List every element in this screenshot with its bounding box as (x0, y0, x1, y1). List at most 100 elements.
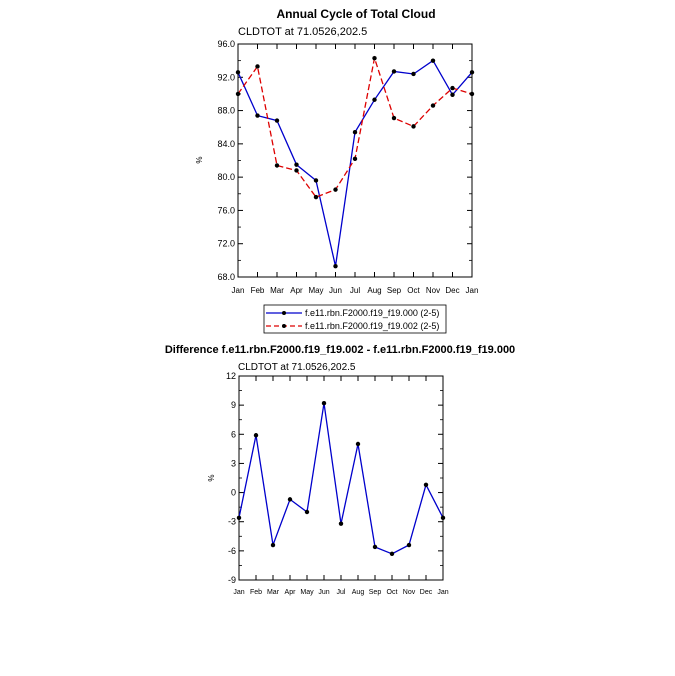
c1-point-s1-2 (274, 163, 280, 168)
c1-point-s1-11 (450, 85, 455, 91)
c2-xtick-label-2: Mar (267, 589, 280, 596)
c1-point-s0-4 (313, 178, 319, 183)
chart1-y-axis: 68.0 72.0 76.0 80.0 84.0 88.0 92.0 96.0 (217, 39, 472, 282)
c2-xtick-label-11: Dec (420, 589, 433, 596)
c1-ytick-label-4: 84.0 (217, 139, 235, 149)
c1-point-s1-12 (469, 91, 475, 97)
c1-xtick-label-6: Jul (350, 286, 360, 295)
legend-marker-series-002 (282, 324, 286, 328)
c2-ytick-label-6: 9 (231, 400, 236, 410)
c1-xtick-label-0: Jan (232, 286, 245, 295)
chart2-y-axis: -9 -6 -3 0 3 6 9 12 (226, 371, 443, 585)
c1-point-s1-4 (313, 194, 319, 200)
c2-point-s0-1 (253, 433, 259, 438)
c2-xtick-label-3: Apr (285, 589, 297, 596)
c1-ytick-label-6: 92.0 (217, 72, 235, 82)
c1-xtick-label-8: Sep (387, 286, 402, 295)
annual-cycle-chart: Annual Cycle of Total Cloud CLDTOT at 71… (195, 7, 478, 295)
c2-point-s0-3 (287, 497, 293, 502)
c1-point-s1-6 (352, 156, 358, 162)
c1-point-s0-1 (255, 113, 260, 118)
c1-ytick-label-1: 72.0 (217, 239, 235, 249)
c2-point-s0-6 (338, 521, 344, 526)
c2-point-s0-11 (423, 482, 429, 487)
c2-point-s0-4 (304, 509, 310, 515)
c1-ytick-label-2: 76.0 (217, 205, 235, 215)
c2-point-s0-0 (236, 515, 242, 521)
legend-label-series-000: f.e11.rbn.F2000.f19_f19.000 (2-5) (305, 308, 439, 318)
chart1-markers (235, 55, 475, 269)
c1-point-s0-9 (411, 71, 416, 77)
c2-point-s0-12 (440, 515, 446, 521)
c1-point-s1-3 (294, 168, 299, 173)
c1-point-s1-8 (391, 115, 397, 121)
c1-point-s0-8 (391, 69, 397, 74)
difference-chart: Difference f.e11.rbn.F2000.f19_f19.002 -… (165, 344, 515, 596)
c1-xtick-label-1: Feb (251, 286, 265, 295)
c1-point-s0-10 (430, 58, 436, 63)
c2-point-s0-5 (321, 401, 327, 406)
chart2-plot-frame (238, 375, 444, 581)
chart1-series (237, 55, 473, 267)
c1-point-s0-7 (372, 97, 377, 102)
chart2-subtitle: CLDTOT at 71.0526,202.5 (238, 362, 356, 373)
c1-xtick-label-7: Aug (367, 286, 381, 295)
c2-ytick-label-5: 6 (231, 429, 236, 439)
c1-point-s0-6 (352, 130, 358, 135)
c1-xtick-label-11: Dec (445, 286, 459, 295)
chart1-title: Annual Cycle of Total Cloud (276, 7, 435, 21)
c1-xtick-label-10: Nov (426, 286, 440, 295)
c1-ytick-label-7: 96.0 (217, 39, 235, 49)
legend-marker-series-000 (282, 311, 286, 315)
c2-ytick-label-2: -3 (228, 517, 236, 527)
c1-point-s0-2 (274, 118, 280, 123)
c1-point-s1-7 (372, 55, 377, 61)
c2-point-s0-8 (372, 544, 378, 550)
c2-xtick-label-7: Aug (352, 589, 365, 596)
c2-xtick-label-8: Sep (369, 589, 382, 596)
c1-xtick-label-2: Mar (270, 286, 284, 295)
chart2-series (238, 403, 444, 555)
c2-point-s0-2 (270, 542, 276, 548)
c1-point-s0-12 (469, 70, 475, 75)
c1-point-s0-0 (235, 70, 241, 75)
legend-frame (263, 304, 447, 334)
c2-xtick-label-4: May (300, 589, 314, 596)
c2-xtick-label-12: Jan (437, 589, 448, 596)
c1-ytick-label-3: 80.0 (217, 172, 235, 182)
chart2-x-axis: Jan Feb Mar Apr May Jun Jul Aug Sep Oct Nov Dec Jan (233, 376, 449, 596)
c2-ytick-label-3: 0 (231, 488, 236, 498)
c1-xtick-label-12: Jan (466, 286, 479, 295)
c2-xtick-label-1: Feb (250, 589, 262, 596)
c1-point-s1-9 (411, 124, 416, 129)
c2-ytick-label-7: 12 (226, 371, 236, 381)
c1-xtick-label-4: May (308, 286, 323, 295)
c2-series-line-0 (238, 403, 444, 555)
chart1-ylabel: % (195, 156, 204, 163)
c2-xtick-label-5: Jun (318, 589, 329, 596)
c2-point-s0-7 (355, 441, 361, 447)
c1-xtick-label-5: Jun (329, 286, 342, 295)
c1-point-s1-5 (333, 187, 338, 192)
legend-label-series-002: f.e11.rbn.F2000.f19_f19.002 (2-5) (305, 321, 439, 331)
c1-point-s1-0 (235, 91, 241, 97)
c1-point-s1-1 (255, 64, 260, 69)
c1-xtick-label-9: Oct (407, 286, 420, 295)
c2-point-s0-9 (389, 551, 395, 556)
c1-ytick-label-0: 68.0 (217, 272, 235, 282)
c2-ytick-label-1: -6 (228, 546, 236, 556)
c1-series-line-1 (237, 55, 473, 198)
c1-ytick-label-5: 88.0 (217, 106, 235, 116)
c2-ytick-label-0: -9 (228, 575, 236, 585)
c1-point-s0-5 (333, 263, 338, 269)
chart1-x-axis: Jan Feb Mar Apr May Jun Jul Aug Sep Oct Nov Dec Jan (232, 44, 479, 295)
c2-xtick-label-0: Jan (233, 589, 244, 596)
c1-xtick-label-3: Apr (290, 286, 303, 295)
c2-xtick-label-9: Oct (387, 589, 398, 596)
c2-point-s0-10 (406, 542, 412, 548)
c2-xtick-label-10: Nov (403, 589, 416, 596)
chart1-legend: f.e11.rbn.F2000.f19_f19.000 (2-5) f.e11.… (263, 304, 447, 334)
chart2-ylabel: % (207, 474, 216, 481)
chart1-subtitle: CLDTOT at 71.0526,202.5 (238, 26, 367, 38)
